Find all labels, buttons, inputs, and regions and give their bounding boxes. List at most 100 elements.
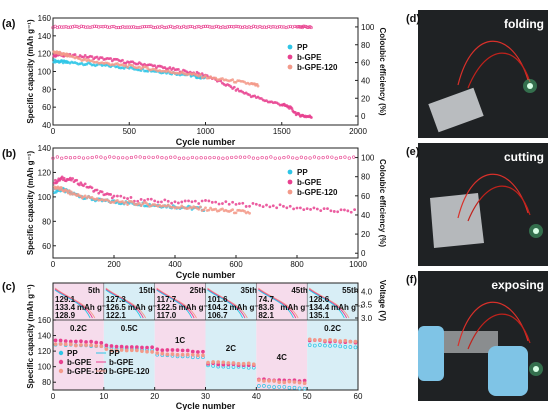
efficiency-point: [116, 25, 120, 30]
rate-label: 0.2C: [70, 324, 87, 333]
capacity-point-b-GPE-120: [66, 191, 70, 195]
efficiency-point: [225, 25, 229, 29]
rate-point-b-GPE-120: [282, 380, 287, 385]
capacity-point-b-GPE-120: [66, 53, 70, 56]
efficiency-point: [145, 24, 149, 29]
efficiency-point: [251, 156, 256, 160]
capacity-point-b-GPE: [183, 199, 187, 203]
capacity-point-b-GPE: [109, 193, 113, 196]
rate-point-b-GPE: [99, 341, 104, 345]
y2-tick-label: 20: [361, 230, 370, 239]
capacity-point-b-GPE-120: [69, 190, 73, 194]
rate-point-PP: [297, 386, 302, 391]
capacity-point-b-GPE: [153, 199, 157, 203]
efficiency-point: [234, 155, 238, 159]
rate-point-PP: [287, 385, 292, 390]
efficiency-point: [121, 156, 125, 160]
voltage-curve: [258, 287, 299, 319]
rate-point-b-GPE-120: [267, 379, 271, 383]
voltage-curve: [207, 288, 246, 319]
rate-point-b-GPE-120: [155, 351, 160, 355]
y-tick-label: 160: [38, 316, 52, 325]
rate-point-b-GPE-120: [99, 344, 104, 349]
efficiency-point: [232, 25, 236, 29]
capacity-point-b-GPE: [112, 194, 116, 198]
efficiency-point: [304, 156, 308, 160]
legend-marker: [58, 368, 64, 374]
rate-point-b-GPE-120: [348, 339, 353, 344]
capacity-point-b-GPE-120: [202, 208, 206, 212]
annotation-value: 74.7: [258, 295, 274, 304]
capacity-point-b-GPE-120: [231, 208, 235, 212]
annotation-value: 135.1: [309, 311, 330, 320]
efficiency-point: [73, 24, 77, 28]
efficiency-point: [256, 156, 260, 160]
cycle-label: 15th: [139, 286, 156, 295]
capacity-point-b-GPE: [271, 204, 275, 208]
capacity-point-b-GPE: [156, 200, 160, 204]
y-tick-label: 60: [42, 242, 51, 251]
x-tick-label: 600: [229, 260, 243, 269]
capacity-point-b-GPE: [122, 196, 126, 200]
efficiency-point: [277, 156, 282, 160]
voltage-curve: [258, 289, 294, 319]
efficiency-point: [299, 155, 303, 159]
rate-band: [256, 283, 308, 390]
capacity-point-b-GPE: [146, 197, 150, 201]
capacity-point-b-GPE-120: [68, 192, 72, 196]
efficiency-point: [155, 155, 160, 159]
efficiency-point: [295, 25, 299, 29]
panel-label: (a): [2, 18, 16, 30]
capacity-point-b-GPE: [204, 199, 207, 202]
rate-band: [154, 283, 206, 390]
efficiency-point: [121, 25, 125, 29]
pouch-cell-icon: [428, 87, 484, 133]
y2-tick-label: 4.0: [361, 287, 373, 296]
efficiency-point: [162, 25, 166, 30]
rate-point-b-GPE: [84, 340, 88, 344]
rate-point-b-GPE-120: [201, 353, 205, 358]
rate-point-b-GPE-120: [211, 360, 215, 364]
rate-point-PP: [307, 343, 312, 347]
y-tick-label: 120: [38, 347, 52, 356]
efficiency-point: [214, 24, 218, 28]
cycle-label: 35th: [241, 286, 258, 295]
legend-label: b-GPE: [297, 178, 322, 187]
rate-point-b-GPE-120: [74, 343, 78, 348]
efficiency-point: [103, 156, 107, 160]
led-icon: [527, 83, 533, 89]
efficiency-point: [201, 24, 205, 29]
capacity-point-b-GPE: [322, 207, 326, 211]
y2-axis-label: Coloubic efficiency (%): [378, 159, 387, 247]
efficiency-point: [94, 155, 99, 159]
efficiency-point: [221, 156, 225, 160]
x-tick-label: 1000: [197, 127, 215, 136]
rate-point-b-GPE-120: [170, 352, 175, 356]
y-tick-label: 80: [42, 85, 51, 94]
panel-label: (d): [406, 13, 420, 25]
voltage-curve: [105, 287, 147, 319]
efficiency-point: [286, 155, 290, 159]
y-tick-label: 120: [38, 50, 52, 59]
efficiency-point: [51, 156, 55, 160]
capacity-point-b-GPE: [126, 197, 129, 200]
legend-marker: [287, 54, 293, 60]
y2-axis-label: Voltage (V): [378, 280, 387, 322]
efficiency-point: [234, 24, 238, 28]
capacity-point-b-GPE: [160, 200, 163, 204]
rate-point-b-GPE-120: [333, 338, 337, 343]
y-tick-label: 100: [38, 193, 52, 202]
rate-point-b-GPE: [150, 345, 154, 350]
panel-b-chart: 0 200 400 600 800 1000 60 80 100 120 140 0 20 40 60 80 1…: [2, 144, 387, 280]
capacity-point-b-GPE: [332, 210, 336, 213]
capacity-point-b-GPE: [258, 203, 262, 207]
photo-exposing: exposing: [418, 271, 548, 401]
rate-point-b-GPE-120: [196, 353, 200, 358]
efficiency-point: [352, 155, 356, 159]
efficiency-point: [186, 25, 190, 29]
x-tick-label: 1500: [273, 127, 291, 136]
efficiency-point: [140, 25, 144, 29]
rate-point-b-GPE-120: [292, 380, 297, 384]
x-tick-label: 10: [99, 392, 108, 401]
efficiency-point: [251, 24, 256, 28]
